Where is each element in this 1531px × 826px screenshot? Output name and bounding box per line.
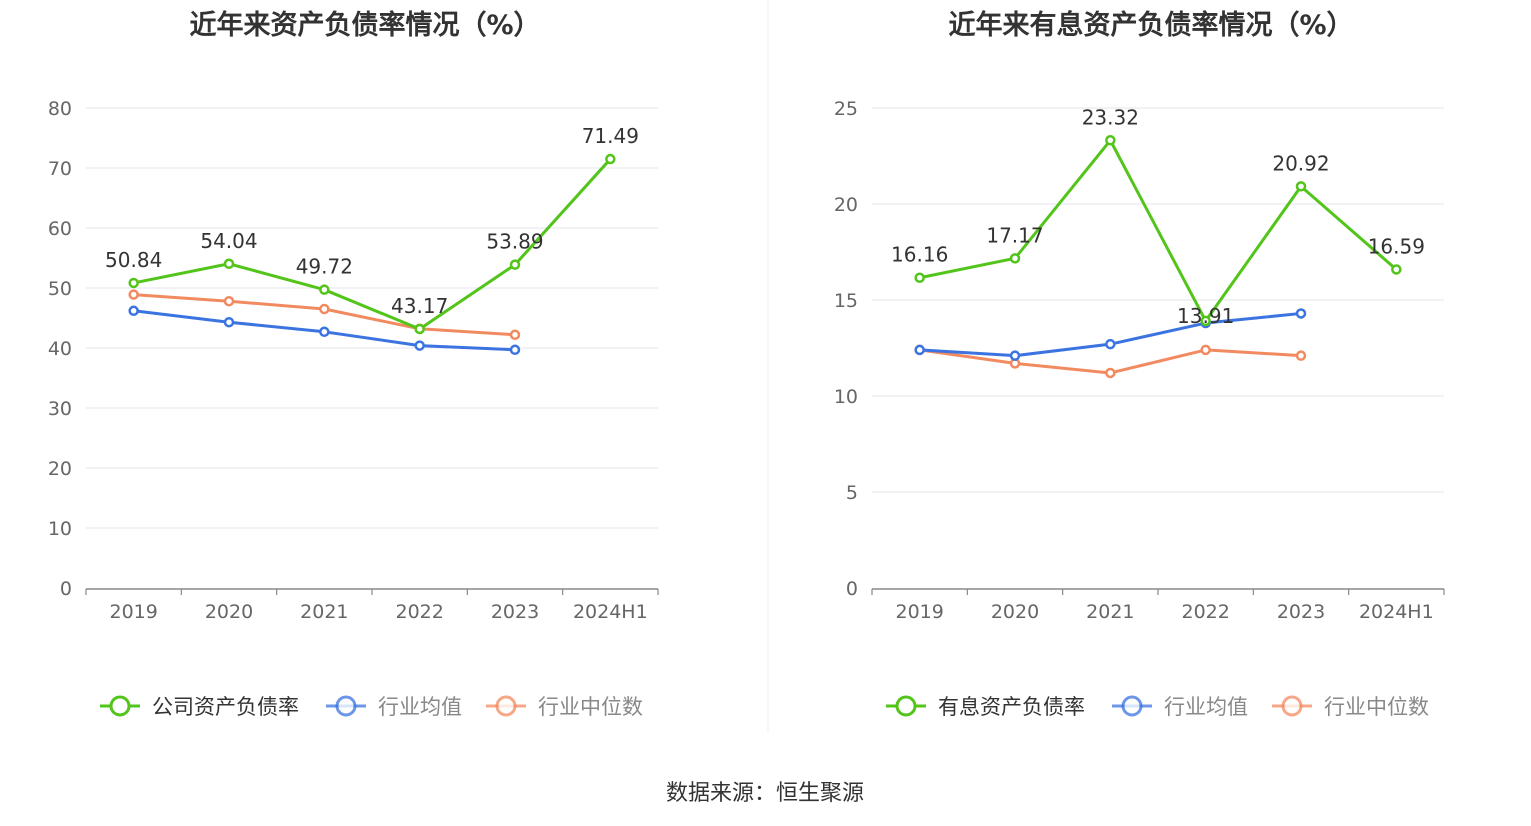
y-tick-label: 5 xyxy=(846,482,858,504)
legend-label: 有息资产负债率 xyxy=(938,695,1085,719)
data-point xyxy=(1009,253,1021,264)
data-label: 49.72 xyxy=(296,255,353,279)
y-tick-label: 0 xyxy=(60,578,72,600)
legend-swatch-marker xyxy=(1121,695,1143,717)
interest-debt-ratio-chart: 近年来有息资产负债率情况（%） 0 5 10 15 20 25 2019 2020 2021 202… xyxy=(834,9,1445,719)
data-point xyxy=(1295,350,1307,361)
data-point xyxy=(1105,338,1116,350)
data-point xyxy=(1009,350,1021,361)
x-tick-label: 2021 xyxy=(300,601,348,623)
x-tick-label: 2019 xyxy=(895,601,943,623)
legend-item[interactable]: 公司资产负债率 xyxy=(100,695,299,719)
data-label: 43.17 xyxy=(391,294,448,318)
data-point xyxy=(319,326,330,338)
x-tick-label: 2023 xyxy=(1277,601,1325,623)
data-point xyxy=(414,340,425,351)
data-label: 17.17 xyxy=(986,223,1043,247)
data-label: 71.49 xyxy=(582,124,639,148)
data-point xyxy=(605,153,616,165)
data-label: 16.59 xyxy=(1368,234,1425,258)
x-tick-label: 2022 xyxy=(395,601,443,623)
data-point xyxy=(223,258,235,270)
x-tick-label: 2024H1 xyxy=(573,601,648,623)
x-tick-label: 2020 xyxy=(991,601,1039,623)
data-label: 13.91 xyxy=(1177,304,1234,328)
legend-swatch-marker xyxy=(895,695,917,717)
x-tick-label: 2022 xyxy=(1181,601,1229,623)
legend-label: 行业中位数 xyxy=(538,695,643,719)
data-point xyxy=(1391,264,1402,275)
legend-label: 行业均值 xyxy=(1164,695,1248,719)
legend-item[interactable]: 行业中位数 xyxy=(1272,695,1429,719)
x-tick-label: 2021 xyxy=(1086,601,1134,623)
series-line-0 xyxy=(133,158,612,331)
data-source-note: 数据来源：恒生聚源 xyxy=(666,781,864,806)
y-tick-label: 60 xyxy=(48,218,72,240)
data-label: 54.04 xyxy=(200,229,257,253)
x-tick-label: 2024H1 xyxy=(1359,601,1434,623)
data-label: 23.32 xyxy=(1082,105,1139,129)
data-point xyxy=(509,344,521,356)
x-tick-label: 2023 xyxy=(491,601,539,623)
y-tick-label: 40 xyxy=(48,338,72,360)
legend-label: 行业中位数 xyxy=(1324,695,1429,719)
data-point xyxy=(128,289,139,300)
legend-item[interactable]: 有息资产负债率 xyxy=(886,695,1085,719)
data-point xyxy=(223,316,235,328)
data-point xyxy=(509,259,521,270)
data-point xyxy=(319,303,330,315)
data-point xyxy=(128,305,139,317)
data-point xyxy=(1295,308,1307,319)
series-line-0 xyxy=(919,138,1398,323)
data-point xyxy=(1105,135,1116,146)
legend-label: 行业均值 xyxy=(378,695,462,719)
legend-swatch-marker xyxy=(495,695,517,717)
legend-swatch-marker xyxy=(1281,695,1303,717)
data-point xyxy=(414,323,425,335)
legend-swatch-marker xyxy=(109,695,131,717)
data-point xyxy=(319,284,330,295)
data-label: 16.16 xyxy=(891,243,948,267)
y-tick-label: 70 xyxy=(48,158,72,180)
legend-item[interactable]: 行业均值 xyxy=(326,695,462,719)
y-tick-label: 15 xyxy=(834,290,858,312)
debt-ratio-chart: 近年来资产负债率情况（%） 0 10 20 30 40 50 60 70 80 2019 2020 20… xyxy=(48,9,659,719)
data-point xyxy=(1200,315,1211,327)
data-point xyxy=(1105,367,1116,379)
data-label: 50.84 xyxy=(105,248,162,272)
data-label: 20.92 xyxy=(1272,151,1329,175)
y-tick-label: 10 xyxy=(834,386,858,408)
data-point xyxy=(223,295,235,307)
legend-item[interactable]: 行业均值 xyxy=(1112,695,1248,719)
data-point xyxy=(1295,181,1307,192)
y-tick-label: 30 xyxy=(48,398,72,420)
data-point xyxy=(914,344,925,356)
y-tick-label: 20 xyxy=(48,458,72,480)
x-tick-label: 2020 xyxy=(205,601,253,623)
y-tick-label: 20 xyxy=(834,194,858,216)
y-tick-label: 25 xyxy=(834,98,858,120)
legend-swatch-marker xyxy=(335,695,357,717)
y-tick-label: 80 xyxy=(48,98,72,120)
y-tick-label: 50 xyxy=(48,278,72,300)
y-tick-label: 10 xyxy=(48,518,72,540)
data-label: 53.89 xyxy=(486,230,543,254)
legend-item[interactable]: 行业中位数 xyxy=(486,695,643,719)
data-point xyxy=(128,277,139,289)
y-tick-label: 0 xyxy=(846,578,858,600)
data-point xyxy=(914,272,925,283)
legend-label: 公司资产负债率 xyxy=(152,695,299,719)
chart-title: 近年来有息资产负债率情况（%） xyxy=(948,9,1353,41)
data-point xyxy=(1200,344,1211,356)
chart-title: 近年来资产负债率情况（%） xyxy=(189,9,540,41)
data-point xyxy=(509,329,521,341)
x-tick-label: 2019 xyxy=(109,601,157,623)
